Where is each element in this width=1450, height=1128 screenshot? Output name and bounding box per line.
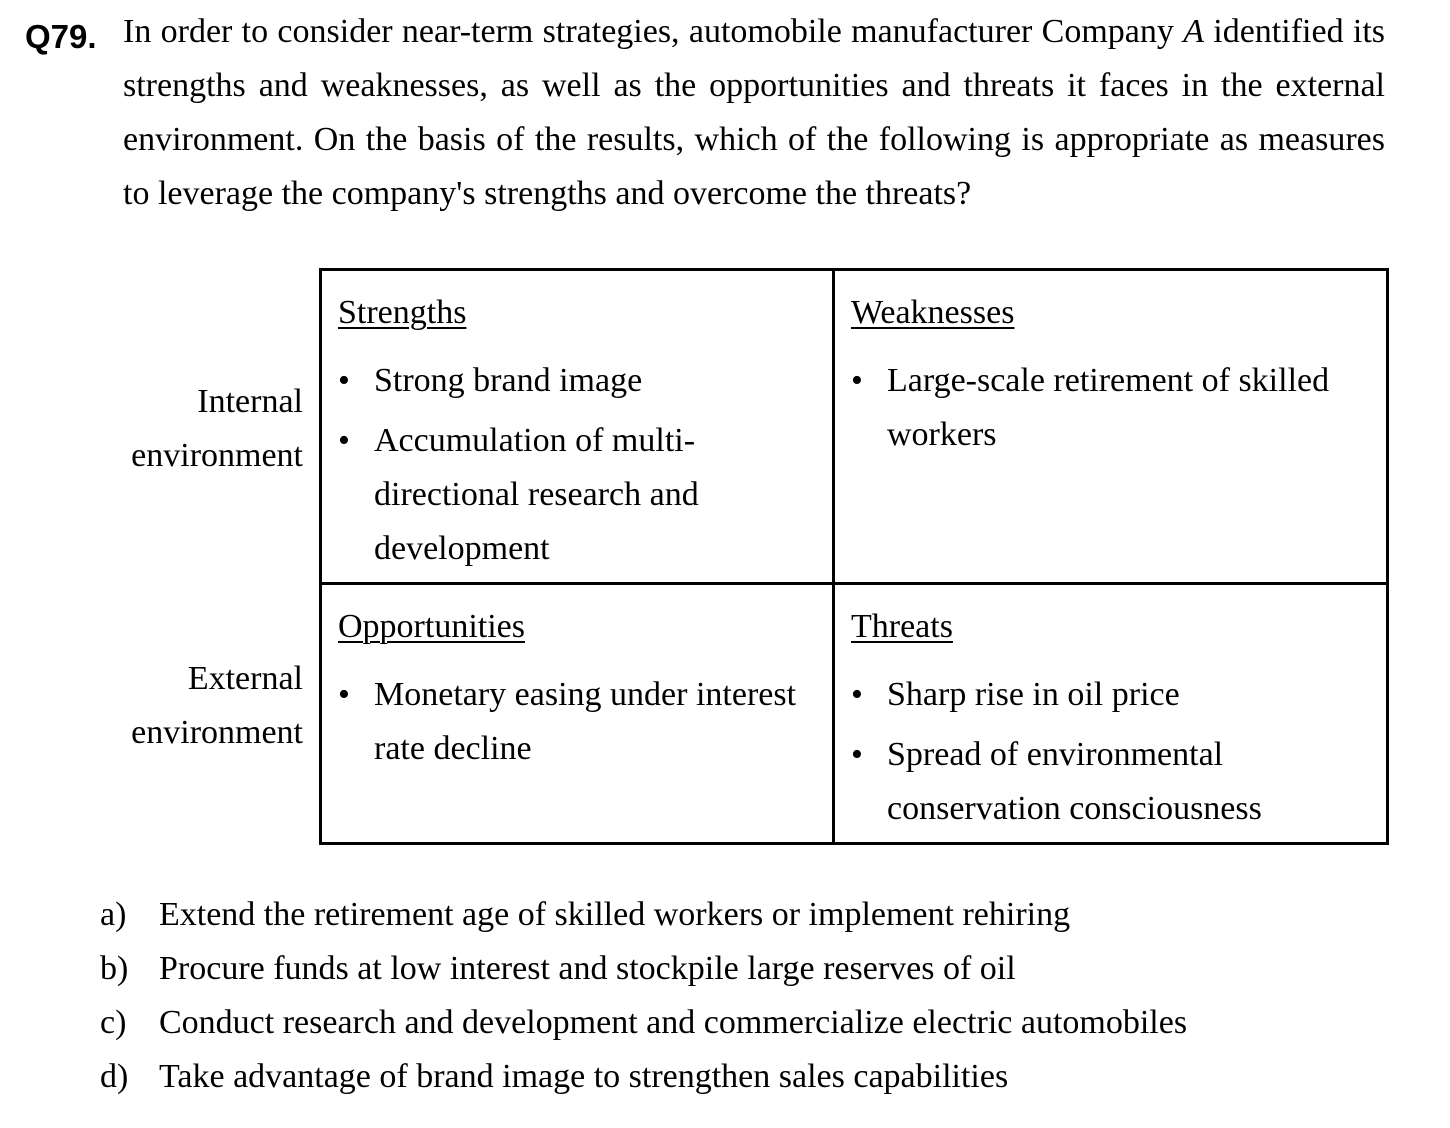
strengths-heading: Strengths — [338, 294, 467, 331]
external-label-line-1: External — [187, 660, 303, 697]
choice-a[interactable]: a) Extend the retirement age of skilled … — [100, 888, 1187, 942]
choice-c[interactable]: c) Conduct research and development and … — [100, 996, 1187, 1050]
strengths-cell: Strengths Strong brand image Accumulatio… — [319, 268, 835, 585]
choice-letter: c) — [100, 1004, 127, 1041]
opportunities-cell: Opportunities Monetary easing under inte… — [319, 582, 835, 845]
question-text: In order to consider near-term strategie… — [123, 5, 1385, 221]
question-text-part-1: In order to consider near-term strategie… — [123, 13, 1184, 50]
choice-d[interactable]: d) Take advantage of brand image to stre… — [100, 1050, 1187, 1104]
choice-letter: b) — [100, 950, 129, 987]
threats-cell: Threats Sharp rise in oil price Spread o… — [832, 582, 1389, 845]
company-variable: A — [1183, 13, 1204, 50]
strength-item: Strong brand image — [338, 354, 818, 408]
question-number: Q79. — [25, 18, 97, 55]
choice-letter: a) — [100, 896, 127, 933]
weaknesses-heading: Weaknesses — [851, 294, 1015, 331]
weaknesses-cell: Weaknesses Large-scale retirement of ski… — [832, 268, 1389, 585]
choice-text: Procure funds at low interest and stockp… — [159, 950, 1016, 987]
opportunity-item: Monetary easing under interest rate decl… — [338, 668, 818, 776]
internal-label-line-1: Internal — [197, 383, 303, 420]
strengths-list: Strong brand image Accumulation of multi… — [338, 354, 818, 576]
threats-heading: Threats — [851, 608, 953, 645]
strength-item: Accumulation of multi-directional resear… — [338, 414, 818, 576]
choice-text: Take advantage of brand image to strengt… — [159, 1058, 1009, 1095]
opportunities-list: Monetary easing under interest rate decl… — [338, 668, 818, 776]
choice-text: Extend the retirement age of skilled wor… — [159, 896, 1071, 933]
external-environment-label: External environment — [131, 652, 303, 760]
weaknesses-list: Large-scale retirement of skilled worker… — [851, 354, 1372, 462]
choice-letter: d) — [100, 1058, 129, 1095]
threats-list: Sharp rise in oil price Spread of enviro… — [851, 668, 1372, 836]
answer-choices: a) Extend the retirement age of skilled … — [100, 888, 1187, 1104]
swot-table: Strengths Strong brand image Accumulatio… — [319, 268, 1389, 845]
internal-label-line-2: environment — [131, 437, 303, 474]
opportunities-heading: Opportunities — [338, 608, 525, 645]
choice-b[interactable]: b) Procure funds at low interest and sto… — [100, 942, 1187, 996]
internal-environment-label: Internal environment — [131, 375, 303, 483]
threat-item: Sharp rise in oil price — [851, 668, 1372, 722]
swot-row-external: Opportunities Monetary easing under inte… — [319, 582, 1389, 845]
swot-row-internal: Strengths Strong brand image Accumulatio… — [319, 268, 1389, 585]
threat-item: Spread of environmental conservation con… — [851, 728, 1372, 836]
weakness-item: Large-scale retirement of skilled worker… — [851, 354, 1372, 462]
external-label-line-2: environment — [131, 714, 303, 751]
choice-text: Conduct research and development and com… — [159, 1004, 1188, 1041]
question-text-part-2: identified its strengths and weaknesses,… — [123, 13, 1385, 212]
